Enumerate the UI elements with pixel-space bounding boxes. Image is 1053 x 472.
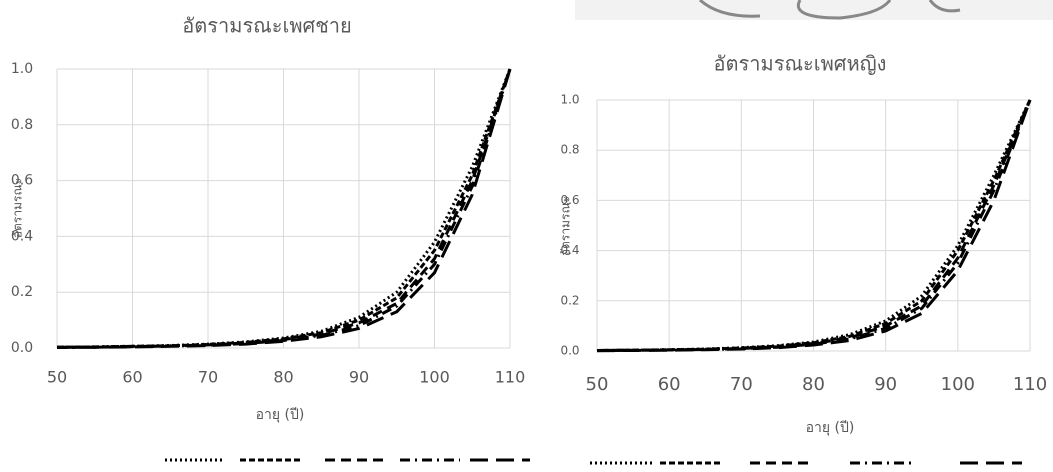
x-axis-title: อายุ (ปี) <box>806 420 855 436</box>
series-line <box>56 68 512 349</box>
series-line <box>56 68 512 349</box>
x-tick-label: 90 <box>349 368 369 387</box>
y-tick-label: 1.0 <box>560 93 579 107</box>
x-tick-label: 110 <box>495 368 526 387</box>
x-tick-label: 70 <box>730 374 753 395</box>
series-line <box>596 99 1032 353</box>
x-tick-label: 100 <box>941 374 975 395</box>
x-tick-label: 100 <box>419 368 450 387</box>
y-tick-label: 1.0 <box>11 61 33 77</box>
x-axis-title: อายุ (ปี) <box>256 407 305 423</box>
y-axis-title: อัตรามรณะ <box>11 178 25 238</box>
chart-title: อัตรามรณะเพศชาย <box>182 14 351 38</box>
y-axis-title: อัตรามรณะ <box>559 196 573 256</box>
y-tick-label: 0.2 <box>11 284 33 300</box>
y-tick-label: 0.2 <box>560 293 579 307</box>
image-sketch <box>698 0 961 20</box>
y-tick-label: 0.8 <box>560 143 579 157</box>
x-tick-label: 50 <box>586 374 609 395</box>
chart-title: อัตรามรณะเพศหญิง <box>714 52 887 76</box>
cropped-image <box>575 0 1053 20</box>
y-tick-label: 0.8 <box>11 117 33 133</box>
y-tick-label: 0.4 <box>11 228 33 244</box>
x-tick-label: 80 <box>802 374 825 395</box>
series-line <box>596 99 1032 352</box>
y-tick-label: 0.6 <box>560 193 579 207</box>
x-tick-label: 80 <box>273 368 293 387</box>
y-tick-label: 0.0 <box>560 344 579 358</box>
y-tick-label: 0.6 <box>11 173 33 189</box>
y-tick-label: 0.0 <box>11 340 33 356</box>
x-tick-label: 50 <box>47 368 67 387</box>
x-tick-label: 60 <box>122 368 142 387</box>
x-tick-label: 90 <box>874 374 897 395</box>
x-tick-label: 110 <box>1013 374 1047 395</box>
y-tick-label: 0.4 <box>560 243 579 257</box>
x-tick-label: 60 <box>658 374 681 395</box>
x-tick-label: 70 <box>198 368 218 387</box>
